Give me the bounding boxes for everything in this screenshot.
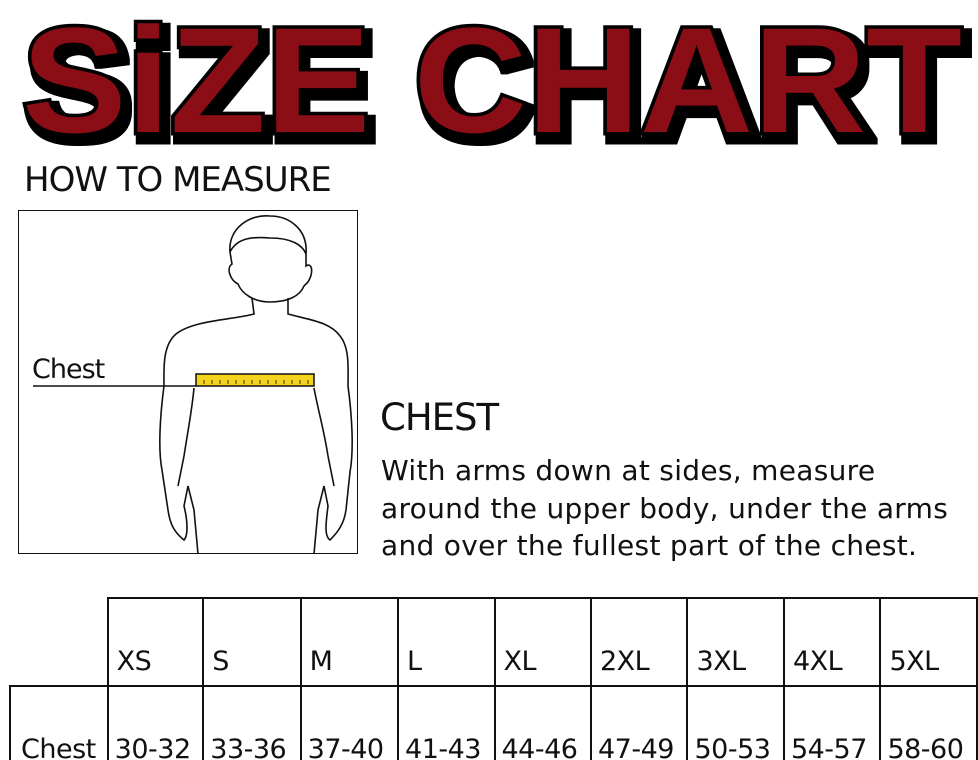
size-header: L bbox=[397, 597, 496, 687]
empty-corner-cell bbox=[10, 598, 109, 687]
chest-value: 33-36 bbox=[202, 685, 302, 760]
chest-instructions: With arms down at sides, measure around … bbox=[381, 452, 948, 565]
chest-figure-label: Chest bbox=[32, 354, 105, 385]
row-label: Chest bbox=[9, 685, 109, 760]
table-row: Chest 30-32 33-36 37-40 41-43 44-46 47-4… bbox=[9, 685, 978, 760]
chest-value: 54-57 bbox=[782, 685, 882, 760]
size-header: 2XL bbox=[589, 597, 689, 687]
measuring-tape-icon bbox=[195, 373, 315, 387]
chest-value: 58-60 bbox=[879, 685, 978, 760]
size-header-row: XS S M L XL 2XL 3XL 4XL 5XL bbox=[10, 597, 978, 687]
size-header: XL bbox=[493, 597, 592, 687]
size-header: XS bbox=[106, 597, 205, 687]
size-header: S bbox=[202, 597, 302, 687]
chest-value: 44-46 bbox=[493, 685, 592, 760]
instruction-line: and over the fullest part of the chest. bbox=[381, 529, 918, 562]
instruction-line: With arms down at sides, measure bbox=[381, 454, 876, 487]
size-table: XS S M L XL 2XL 3XL 4XL 5XL Chest 30-32 … bbox=[9, 597, 978, 760]
chest-value: 41-43 bbox=[397, 685, 496, 760]
measure-figure-frame bbox=[18, 210, 358, 554]
size-header: M bbox=[299, 597, 400, 687]
instruction-line: around the upper body, under the arms bbox=[381, 491, 949, 525]
size-header: 3XL bbox=[686, 597, 785, 687]
size-header: 5XL bbox=[879, 597, 978, 687]
size-chart-logo: SiZE CHART bbox=[19, 0, 966, 150]
size-header: 4XL bbox=[782, 597, 882, 687]
chest-value: 37-40 bbox=[299, 685, 400, 760]
how-to-measure-heading: HOW TO MEASURE bbox=[24, 160, 332, 200]
chest-value: 30-32 bbox=[106, 685, 205, 760]
chest-value: 47-49 bbox=[589, 685, 689, 760]
body-outline-icon bbox=[33, 215, 353, 554]
chest-value: 50-53 bbox=[686, 685, 785, 760]
size-chart-title: SiZE CHART bbox=[22, 0, 962, 150]
chest-heading: CHEST bbox=[380, 396, 499, 439]
